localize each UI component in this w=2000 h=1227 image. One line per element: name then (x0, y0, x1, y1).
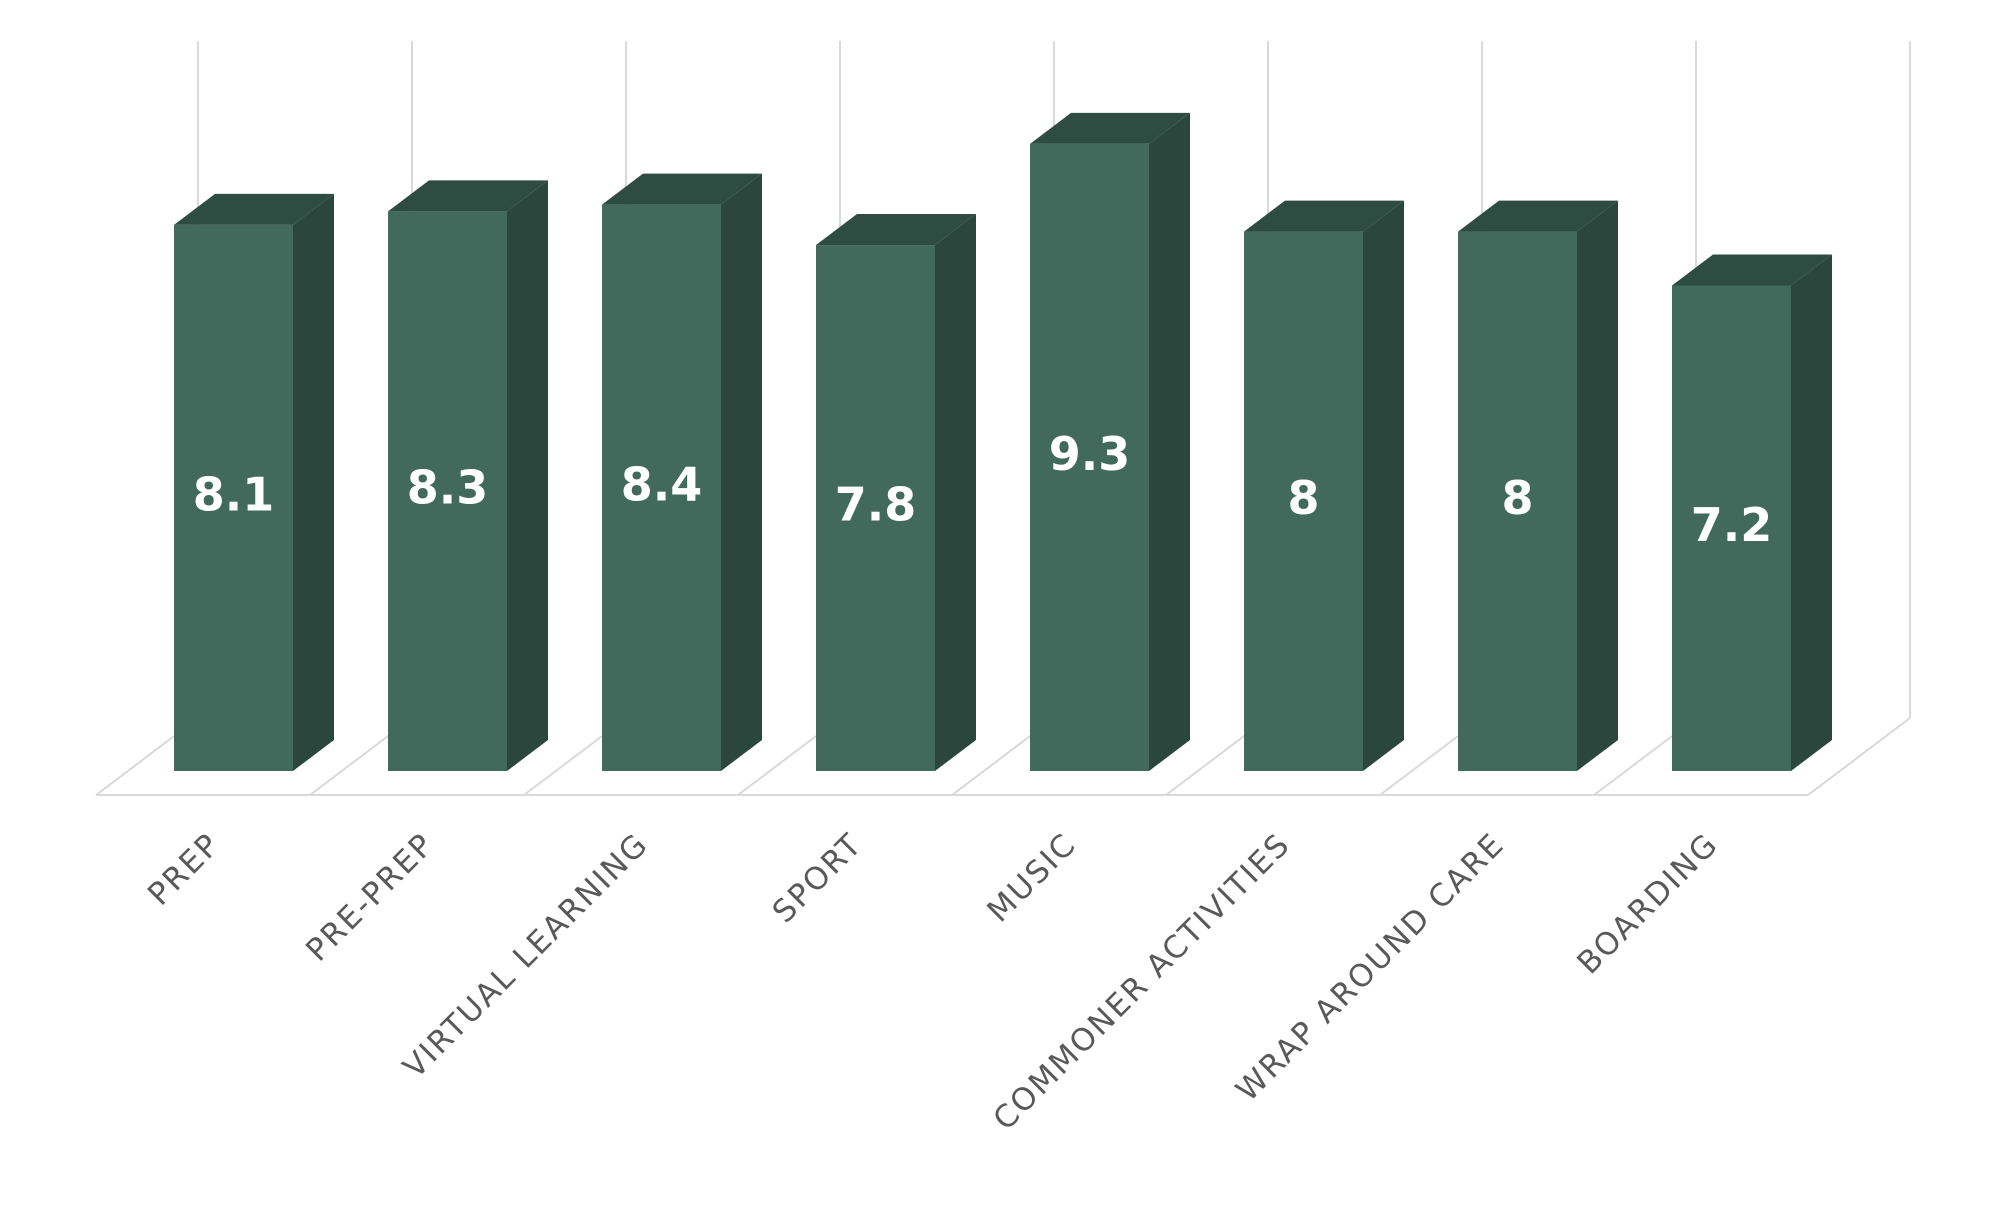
bar-top (388, 180, 548, 212)
value-label: 9.3 (1049, 427, 1131, 481)
bar-top (1672, 254, 1832, 286)
bar (1672, 285, 1791, 771)
x-tick-label: PRE-PREP (299, 826, 442, 969)
bar-side (1577, 200, 1618, 772)
bar-side (507, 180, 548, 772)
bar-top (1244, 200, 1404, 232)
value-label: 8.1 (193, 467, 275, 521)
bar (174, 224, 293, 772)
x-tick-label: PREP (141, 826, 228, 913)
value-label: 8 (1501, 471, 1533, 525)
bar-side (721, 173, 762, 772)
value-label: 7.8 (835, 478, 917, 532)
bar (388, 211, 507, 772)
bar (1458, 231, 1577, 772)
value-label: 8.3 (407, 461, 489, 515)
x-tick-label: BOARDING (1570, 826, 1725, 981)
value-label: 8 (1287, 471, 1319, 525)
bar-top (816, 214, 976, 246)
bar (1244, 231, 1363, 772)
value-label: 8.4 (621, 457, 703, 511)
x-tick-label: VIRTUAL LEARNING (396, 826, 655, 1085)
x-tick-label: SPORT (766, 826, 870, 930)
bar (602, 204, 721, 772)
bar-side (1149, 112, 1190, 771)
x-tick-label: MUSIC (980, 826, 1083, 929)
bar-top (1458, 200, 1618, 232)
bar-side (293, 193, 334, 772)
floor-line (1807, 717, 1911, 796)
bar (816, 245, 935, 772)
bar-side (1363, 200, 1404, 772)
bar-side (935, 214, 976, 772)
bar-top (602, 173, 762, 205)
bar (1030, 143, 1149, 771)
bar-top (1030, 112, 1190, 144)
bar-top (174, 193, 334, 225)
bar-side (1791, 254, 1832, 771)
value-label: 7.2 (1691, 498, 1773, 552)
